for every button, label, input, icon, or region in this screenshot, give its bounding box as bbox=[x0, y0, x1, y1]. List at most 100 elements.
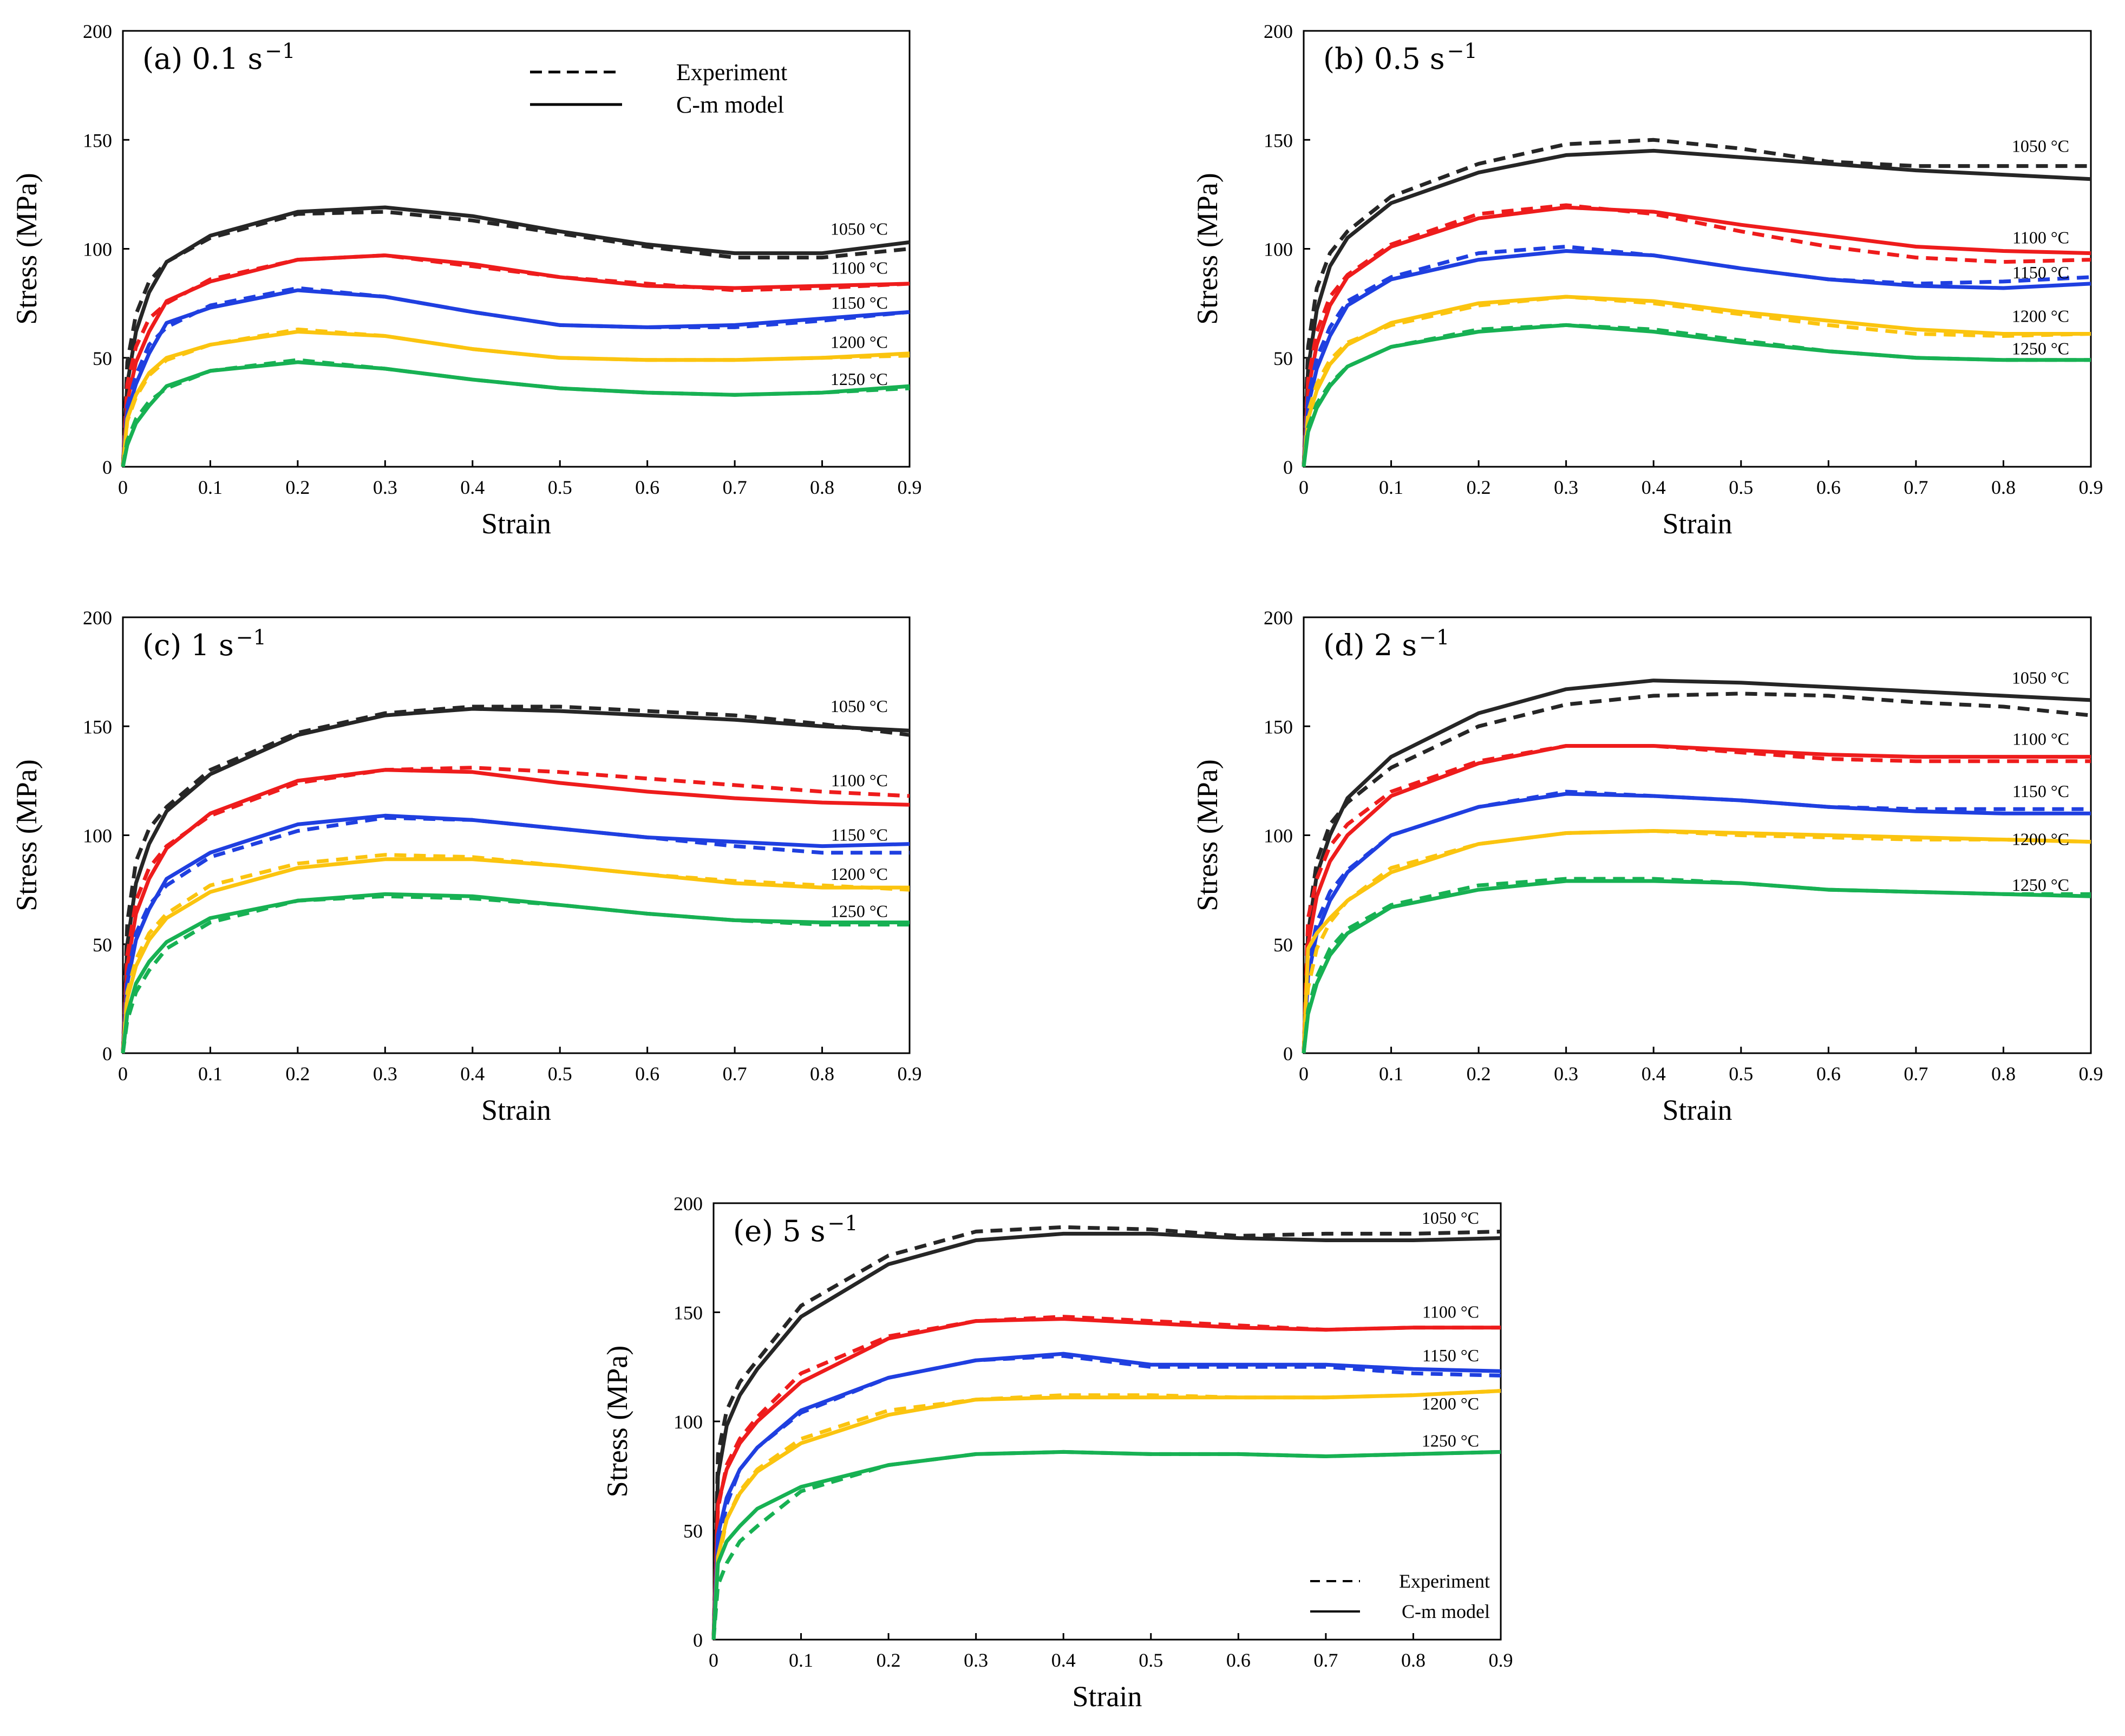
x-tick-label: 0.6 bbox=[635, 1063, 659, 1085]
experiment-line-1050 bbox=[121, 704, 910, 1054]
x-tick-label: 0.9 bbox=[2079, 477, 2103, 498]
legend-experiment-label: Experiment bbox=[1399, 1570, 1490, 1592]
x-tick-label: 0.5 bbox=[548, 1063, 572, 1085]
temperature-label-1150: 1150 °C bbox=[831, 825, 888, 845]
x-tick-label: 0.9 bbox=[2079, 1063, 2103, 1085]
temperature-label-1250: 1250 °C bbox=[2012, 339, 2069, 358]
x-tick-label: 0.4 bbox=[1642, 477, 1666, 498]
temperature-label-1150: 1150 °C bbox=[2012, 263, 2069, 282]
plot-frame bbox=[1303, 616, 2092, 1054]
experiment-line-1150 bbox=[121, 286, 910, 467]
experiment-line-1100 bbox=[121, 766, 910, 1054]
x-tick-label: 0.1 bbox=[198, 1063, 223, 1085]
y-axis-label: Stress (MPa) bbox=[10, 759, 43, 911]
x-tick-label: 0.1 bbox=[198, 477, 223, 498]
temperature-label-1050: 1050 °C bbox=[2012, 668, 2069, 688]
y-tick-label: 100 bbox=[83, 825, 112, 847]
x-tick-label: 0.3 bbox=[373, 1063, 397, 1085]
chart-panel-a: 0 50 100 150 200 0 0.1 0.2 0.3 0.4 0.5 0.6 0.7 0.8 0.9… bbox=[10, 21, 922, 540]
x-tick-label: 0.8 bbox=[1991, 477, 2016, 498]
temperature-label-1050: 1050 °C bbox=[2012, 136, 2069, 155]
x-tick-label: 0.8 bbox=[810, 477, 834, 498]
model-line-1050 bbox=[121, 707, 910, 1054]
x-tick-label: 0.2 bbox=[285, 477, 310, 498]
temperature-label-1050: 1050 °C bbox=[1422, 1208, 1479, 1228]
panel-label: (d) 2 s −1 bbox=[1323, 625, 1449, 662]
panel-label: (a) 0.1 s −1 bbox=[142, 39, 295, 76]
y-axis-label: Stress (MPa) bbox=[601, 1346, 633, 1498]
x-tick-label: 0.9 bbox=[898, 477, 922, 498]
experiment-line-1100 bbox=[711, 1315, 1501, 1640]
x-tick-label: 0.6 bbox=[1816, 1063, 1841, 1085]
experiment-line-1050 bbox=[1302, 138, 2091, 467]
chart-panel-e: 0 50 100 150 200 0 0.1 0.2 0.3 0.4 0.5 0.6 0.7 0.8 0.9… bbox=[601, 1193, 1513, 1713]
y-tick-label: 150 bbox=[1264, 716, 1293, 738]
x-axis-label: Strain bbox=[1663, 507, 1732, 540]
experiment-line-1050 bbox=[711, 1225, 1501, 1640]
experiment-line-1150 bbox=[1302, 789, 2091, 1054]
temperature-label-1250: 1250 °C bbox=[831, 901, 888, 921]
y-tick-label: 200 bbox=[1264, 21, 1293, 42]
x-tick-label: 0.4 bbox=[1051, 1649, 1076, 1671]
temperature-label-1250: 1250 °C bbox=[2012, 875, 2069, 895]
experiment-line-1100 bbox=[121, 253, 910, 467]
experiment-line-1150 bbox=[711, 1354, 1501, 1640]
x-tick-label: 0.8 bbox=[1991, 1063, 2016, 1085]
experiment-line-1100 bbox=[1302, 203, 2091, 467]
x-tick-label: 0.4 bbox=[1642, 1063, 1666, 1085]
x-tick-label: 0 bbox=[709, 1649, 718, 1671]
x-tick-label: 0 bbox=[1299, 477, 1309, 498]
experiment-line-1050 bbox=[121, 210, 910, 467]
x-tick-label: 0.9 bbox=[1489, 1649, 1513, 1671]
experiment-line-1250 bbox=[121, 358, 910, 467]
x-tick-label: 0 bbox=[1299, 1063, 1309, 1085]
temperature-label-1100: 1100 °C bbox=[2012, 227, 2069, 247]
y-tick-label: 100 bbox=[674, 1411, 703, 1433]
chart-panel-c: 0 50 100 150 200 0 0.1 0.2 0.3 0.4 0.5 0.6 0.7 0.8 0.9… bbox=[10, 607, 922, 1126]
x-axis-label: Strain bbox=[1663, 1094, 1732, 1126]
x-tick-label: 0.3 bbox=[373, 477, 397, 498]
temperature-label-1150: 1150 °C bbox=[2012, 781, 2069, 801]
y-tick-label: 50 bbox=[93, 934, 112, 956]
legend-experiment-label: Experiment bbox=[676, 59, 787, 86]
x-tick-label: 0.1 bbox=[789, 1649, 813, 1671]
temperature-label-1100: 1100 °C bbox=[831, 258, 888, 278]
y-tick-label: 150 bbox=[83, 129, 112, 151]
x-tick-label: 0.7 bbox=[723, 1063, 747, 1085]
temperature-label-1100: 1100 °C bbox=[831, 771, 888, 790]
x-tick-label: 0.9 bbox=[898, 1063, 922, 1085]
x-tick-label: 0.2 bbox=[1467, 1063, 1491, 1085]
x-tick-label: 0.4 bbox=[460, 477, 485, 498]
y-tick-label: 0 bbox=[102, 1043, 112, 1065]
temperature-label-1050: 1050 °C bbox=[831, 219, 888, 238]
y-tick-label: 150 bbox=[1264, 129, 1293, 151]
experiment-line-1200 bbox=[121, 327, 910, 467]
x-tick-label: 0.3 bbox=[1554, 1063, 1578, 1085]
y-tick-label: 100 bbox=[1264, 825, 1293, 847]
temperature-label-1200: 1200 °C bbox=[2012, 306, 2069, 325]
experiment-line-1050 bbox=[1302, 691, 2091, 1054]
x-tick-label: 0.2 bbox=[285, 1063, 310, 1085]
experiment-line-1200 bbox=[1302, 295, 2091, 467]
panel-label: (c) 1 s −1 bbox=[142, 625, 266, 662]
model-line-1100 bbox=[121, 768, 910, 1054]
x-tick-label: 0.7 bbox=[1904, 1063, 1928, 1085]
experiment-line-1150 bbox=[1302, 245, 2091, 467]
x-tick-label: 0.1 bbox=[1379, 477, 1403, 498]
x-tick-label: 0.2 bbox=[877, 1649, 901, 1671]
y-tick-label: 100 bbox=[1264, 239, 1293, 260]
panel-label: (b) 0.5 s −1 bbox=[1323, 39, 1477, 76]
temperature-label-1250: 1250 °C bbox=[831, 369, 888, 389]
x-tick-label: 0.7 bbox=[1313, 1649, 1338, 1671]
y-tick-label: 200 bbox=[83, 607, 112, 629]
y-tick-label: 200 bbox=[1264, 607, 1293, 629]
y-tick-label: 0 bbox=[102, 456, 112, 478]
chart-panel-d: 0 50 100 150 200 0 0.1 0.2 0.3 0.4 0.5 0.6 0.7 0.8 0.9… bbox=[1191, 607, 2103, 1126]
chart-panel-b: 0 50 100 150 200 0 0.1 0.2 0.3 0.4 0.5 0.6 0.7 0.8 0.9… bbox=[1191, 21, 2103, 540]
x-tick-label: 0.8 bbox=[1401, 1649, 1426, 1671]
temperature-label-1100: 1100 °C bbox=[1422, 1302, 1479, 1322]
x-tick-label: 0.5 bbox=[1729, 1063, 1753, 1085]
experiment-line-1200 bbox=[121, 853, 910, 1054]
legend-model-label: C-m model bbox=[676, 92, 784, 118]
y-tick-label: 50 bbox=[1273, 348, 1293, 369]
